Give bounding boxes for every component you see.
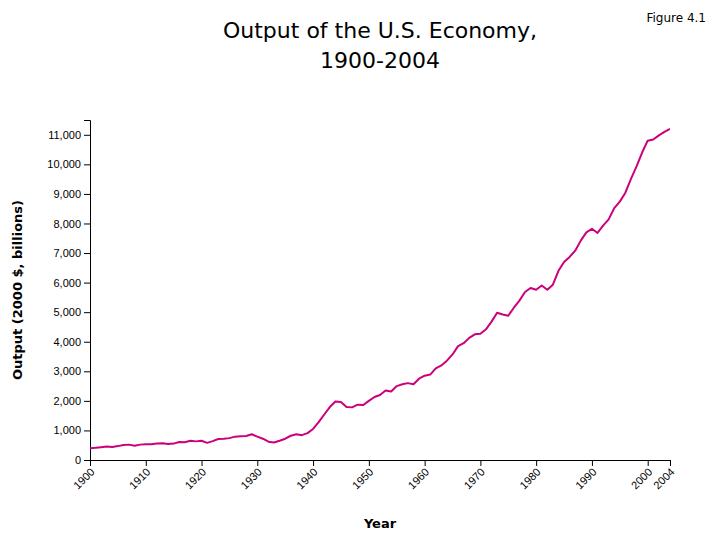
x-tick: 1980	[517, 460, 543, 491]
x-tick-label: 1980	[517, 466, 543, 492]
y-axis-line	[84, 121, 91, 461]
x-tick: 1990	[573, 460, 599, 491]
y-tick: 2,000	[53, 395, 90, 407]
annotation: Figure 4.1	[646, 11, 706, 25]
y-tick-mark	[84, 135, 90, 136]
x-tick-label: 1990	[573, 466, 599, 492]
x-tick: 1960	[406, 460, 432, 491]
y-tick-mark	[84, 312, 90, 313]
x-tick: 1930	[238, 460, 264, 491]
y-tick-label: 7,000	[53, 247, 81, 259]
x-axis-title: Year	[363, 516, 397, 531]
y-tick-label: 10,000	[47, 158, 81, 170]
x-tick: 1920	[182, 460, 208, 491]
y-tick: 11,000	[48, 129, 90, 141]
y-tick-mark	[84, 194, 90, 195]
y-tick-mark	[84, 164, 90, 165]
x-tick-mark	[480, 460, 481, 466]
y-tick: 5,000	[53, 306, 90, 318]
x-tick: 1910	[127, 460, 153, 491]
y-tick-mark	[84, 430, 90, 431]
x-tick-label: 1940	[294, 466, 320, 492]
y-tick-label: 3,000	[53, 365, 81, 377]
x-axis: 1900 1910 1920 1930 1940 1950 1960 1970 1980 1990…	[71, 460, 677, 491]
x-tick-mark	[257, 460, 258, 466]
x-tick-mark	[313, 460, 314, 466]
marks	[90, 129, 670, 448]
x-tick-label: 1960	[406, 466, 432, 492]
x-tick-mark	[369, 460, 370, 466]
y-tick-label: 1,000	[53, 424, 81, 436]
x-tick-mark	[425, 460, 426, 466]
y-tick-label: 0	[75, 454, 81, 466]
x-tick-label: 1910	[127, 466, 153, 492]
y-tick-label: 5,000	[53, 306, 81, 318]
x-tick-mark	[592, 460, 593, 466]
y-tick: 4,000	[53, 336, 90, 348]
y-tick: 6,000	[53, 277, 90, 289]
x-tick-mark	[536, 460, 537, 466]
y-tick: 8,000	[53, 217, 90, 229]
y-tick-mark	[84, 253, 90, 254]
y-axis-title: Output (2000 $, billions)	[10, 200, 25, 380]
y-tick: 7,000	[53, 247, 90, 259]
line	[90, 129, 670, 448]
x-tick: 2000	[629, 460, 655, 491]
y-tick-label: 8,000	[53, 217, 81, 229]
y-tick-mark	[84, 401, 90, 402]
x-tick-mark	[670, 460, 671, 466]
y-tick-mark	[84, 342, 90, 343]
y-tick: 10,000	[47, 158, 90, 170]
x-tick-mark	[146, 460, 147, 466]
x-tick: 1970	[461, 460, 487, 491]
x-tick-label: 2004	[651, 466, 677, 492]
x-axis-line	[91, 461, 671, 467]
x-tick-label: 1970	[461, 466, 487, 492]
y-tick-label: 2,000	[53, 395, 81, 407]
chart: Output of the U.S. Economy, 1900-2004 Figu…	[0, 0, 720, 540]
y-tick: 1,000	[53, 424, 90, 436]
x-tick-mark	[202, 460, 203, 466]
x-tick-label: 1920	[182, 466, 208, 492]
x-tick: 2004	[651, 460, 677, 491]
x-tick: 1940	[294, 460, 320, 491]
y-tick-mark	[84, 283, 90, 284]
y-tick-mark	[84, 371, 90, 372]
plot-area: 1900 1910 1920 1930 1940 1950 1960 1970 1980 1990…	[47, 121, 676, 492]
y-axis: 0 1,000 2,000 3,000 4,000 5,000 6,000 7,000 8,00…	[47, 121, 90, 467]
y-tick-label: 9,000	[53, 188, 81, 200]
y-tick: 3,000	[53, 365, 90, 377]
x-tick-label: 1950	[350, 466, 376, 492]
x-tick-label: 1900	[71, 466, 97, 492]
title: Output of the U.S. Economy,	[223, 18, 537, 43]
y-tick-label: 11,000	[48, 129, 81, 141]
y-tick-label: 6,000	[53, 277, 81, 289]
subtitle: 1900-2004	[320, 48, 440, 73]
x-tick-label: 1930	[238, 466, 264, 492]
y-tick: 0	[75, 454, 90, 466]
x-tick-label: 2000	[629, 466, 655, 492]
y-tick: 9,000	[53, 188, 90, 200]
y-tick-mark	[84, 460, 90, 461]
y-tick-label: 4,000	[53, 336, 81, 348]
x-tick-mark	[648, 460, 649, 466]
x-tick: 1950	[350, 460, 376, 491]
y-tick-mark	[84, 223, 90, 224]
